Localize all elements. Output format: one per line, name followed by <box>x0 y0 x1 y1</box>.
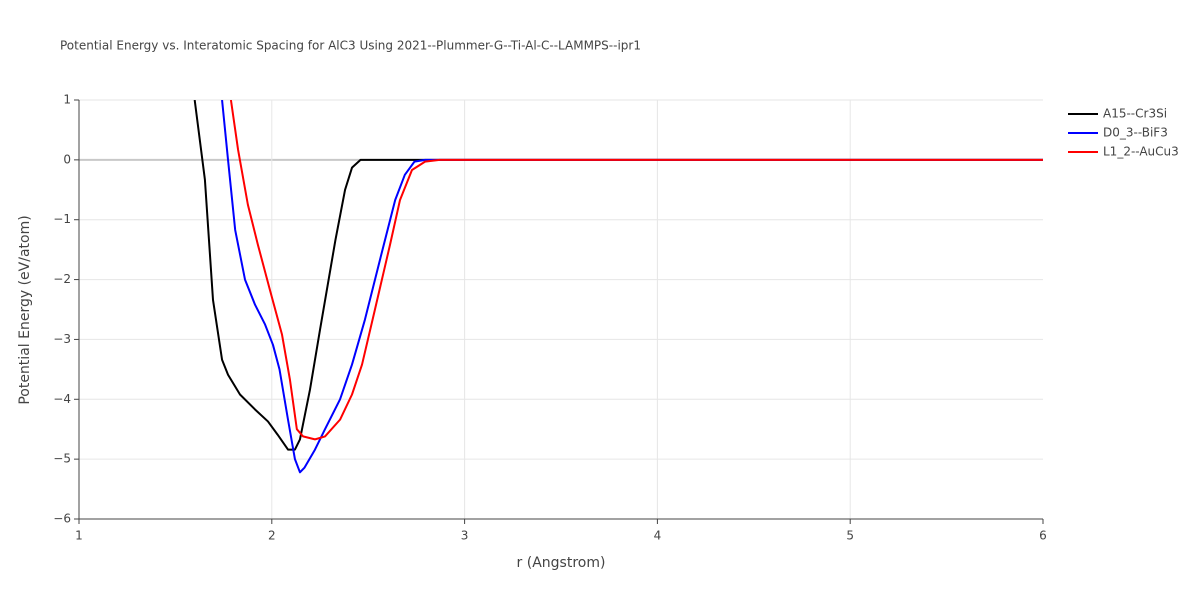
y-tick-label: −5 <box>53 452 71 466</box>
line-series <box>193 100 1043 451</box>
line-series <box>229 100 1043 441</box>
y-tick-label: −2 <box>53 272 71 286</box>
legend: A15--Cr3Si D0_3--BiF3 L1_2--AuCu3 <box>1068 107 1179 159</box>
x-tick-label: 2 <box>268 529 276 543</box>
x-tick-label: 1 <box>75 529 83 543</box>
y-tick-label: −6 <box>53 512 71 526</box>
y-axis-title: Potential Energy (eV/atom) <box>17 215 33 404</box>
legend-label: D0_3--BiF3 <box>1103 126 1168 140</box>
y-tick-label: −4 <box>53 392 71 406</box>
y-tick-label: −3 <box>53 332 71 346</box>
x-tick-label: 4 <box>654 529 662 543</box>
x-tick-label: 5 <box>846 529 854 543</box>
y-tick-label: 0 <box>63 152 71 166</box>
x-tick-label: 3 <box>461 529 469 543</box>
legend-label: L1_2--AuCu3 <box>1103 145 1179 159</box>
chart-title: Potential Energy vs. Interatomic Spacing… <box>60 39 641 53</box>
line-series <box>221 100 1043 474</box>
x-tick-label: 6 <box>1039 529 1047 543</box>
axes: −6 −5 −4 −3 −2 −1 0 1 1 2 3 4 5 6 <box>53 93 1047 543</box>
y-tick-label: −1 <box>53 212 71 226</box>
legend-label: A15--Cr3Si <box>1103 107 1167 121</box>
plot-area <box>193 100 1043 474</box>
y-tick-label: 1 <box>63 93 71 107</box>
x-axis-title: r (Angstrom) <box>517 555 606 571</box>
